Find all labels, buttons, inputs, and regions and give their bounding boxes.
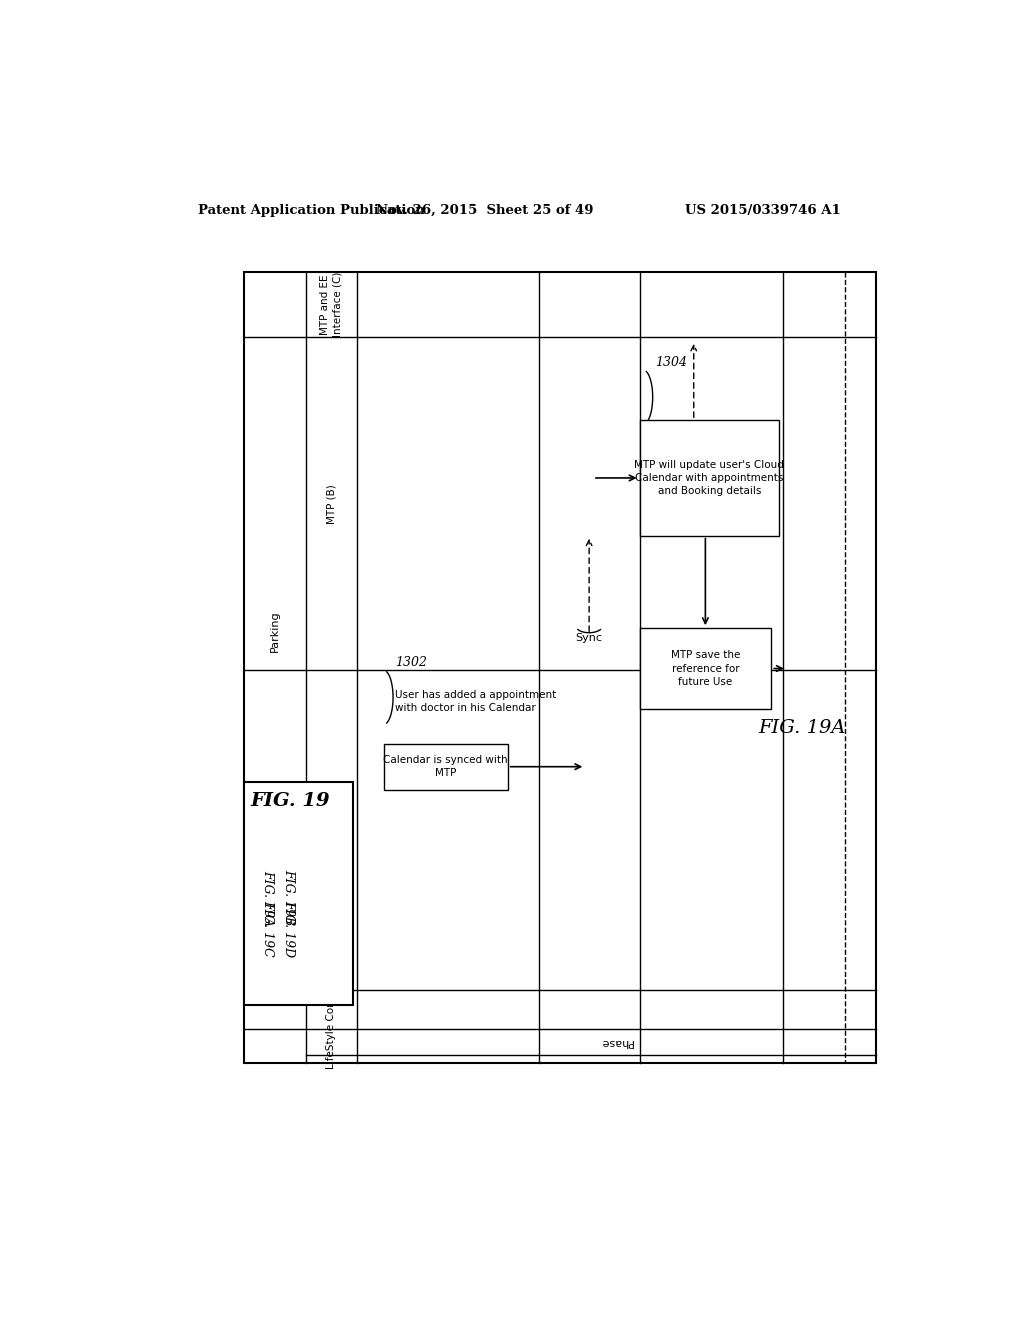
Text: Calendar is synced with
MTP: Calendar is synced with MTP <box>383 755 508 779</box>
Text: FIG. 19: FIG. 19 <box>251 792 330 810</box>
Text: User has added a appointment
with doctor in his Calendar: User has added a appointment with doctor… <box>395 689 557 713</box>
Text: LifeStyle Container (D): LifeStyle Container (D) <box>327 950 337 1069</box>
Text: FIG. 19A: FIG. 19A <box>759 719 846 737</box>
Text: FIG. 19B: FIG. 19B <box>282 870 295 925</box>
Text: MTP will update user's Cloud
Calendar with appointments
and Booking details: MTP will update user's Cloud Calendar wi… <box>634 459 784 496</box>
Text: FIG. 19A: FIG. 19A <box>261 870 274 925</box>
Text: FIG. 19C: FIG. 19C <box>261 900 274 957</box>
Text: 1302: 1302 <box>395 656 427 669</box>
Text: 1304: 1304 <box>655 356 687 370</box>
Text: Patent Application Publication: Patent Application Publication <box>198 205 425 218</box>
FancyBboxPatch shape <box>640 628 771 709</box>
Text: Phase: Phase <box>600 1038 633 1047</box>
Text: Parking: Parking <box>270 610 281 652</box>
Bar <box>245 781 352 1006</box>
Text: US 2015/0339746 A1: US 2015/0339746 A1 <box>685 205 841 218</box>
Text: FIG. 19D: FIG. 19D <box>282 900 295 957</box>
Text: MTP (B): MTP (B) <box>327 484 337 524</box>
Text: MTP and EE
Interface (C): MTP and EE Interface (C) <box>321 272 343 338</box>
Text: Nov. 26, 2015  Sheet 25 of 49: Nov. 26, 2015 Sheet 25 of 49 <box>376 205 593 218</box>
Text: MTP and LifeStyle
Interface (E): MTP and LifeStyle Interface (E) <box>321 784 343 876</box>
Text: Sync: Sync <box>575 634 603 643</box>
Text: MTP save the
reference for
future Use: MTP save the reference for future Use <box>671 651 740 686</box>
Bar <box>245 272 876 1063</box>
FancyBboxPatch shape <box>384 743 508 789</box>
FancyBboxPatch shape <box>640 420 779 536</box>
